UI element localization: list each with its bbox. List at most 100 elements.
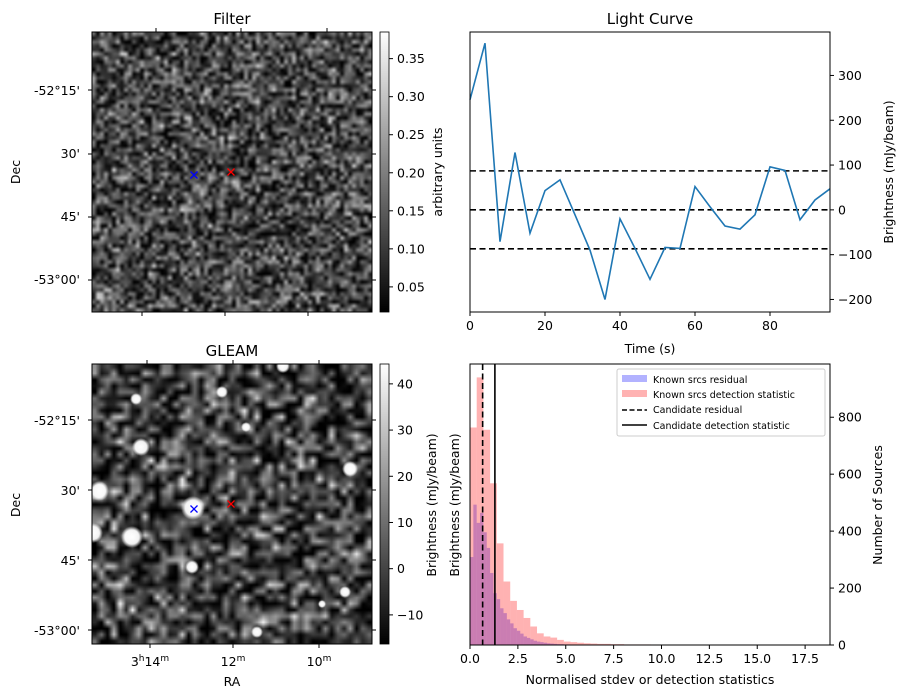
residual-bar [526, 637, 531, 645]
lightcurve-title: Light Curve [607, 10, 693, 28]
y-tick-label: −100 [838, 247, 872, 262]
residual-bar [490, 572, 494, 645]
gleam-frame [91, 363, 373, 645]
residual-bar [476, 522, 481, 645]
lightcurve-xlabel: Time (s) [624, 341, 676, 356]
ra-tick-part: 10 [307, 654, 323, 669]
gleam-colorbar-label: Brightness (mJy/beam) [424, 433, 439, 576]
residual-bar [523, 636, 527, 645]
y-tick-label: 0 [838, 202, 846, 217]
ra-tick-part: m [160, 654, 169, 664]
legend-patch-residual [622, 375, 647, 382]
x-tick-label: 40 [612, 318, 628, 333]
detection-bar [597, 643, 605, 645]
detection-bar [523, 617, 531, 645]
legend-patch-detection [622, 390, 647, 397]
x-tick-label: 15.0 [743, 651, 771, 666]
filter-dec-tick: 45' [61, 209, 80, 224]
x-tick-label: 12.5 [695, 651, 723, 666]
ra-tick-label: 12m [221, 654, 246, 669]
gleam-red-marker [227, 500, 235, 508]
ra-tick-part: 3 [131, 654, 139, 669]
gleam-ylabel: Dec [8, 493, 23, 517]
residual-bar [553, 643, 558, 645]
gleam-colorbar [380, 364, 389, 644]
gleam-dec-tick: -53°00' [34, 623, 80, 638]
ra-tick-part: m [237, 654, 246, 664]
y-tick-label: −200 [838, 292, 872, 307]
x-tick-label: 0 [466, 318, 474, 333]
detection-bar [490, 483, 497, 645]
y-tick-label: 800 [838, 410, 862, 425]
colorbar-tick-label: 0 [397, 561, 405, 576]
residual-bar [537, 641, 541, 645]
colorbar-tick-label: 0.10 [397, 241, 425, 256]
detection-bar [577, 642, 584, 645]
detection-bar [503, 581, 511, 645]
x-tick-label: 10.0 [648, 651, 676, 666]
colorbar-tick-label: 40 [397, 376, 413, 391]
residual-bar [473, 504, 477, 645]
filter-red-marker [227, 168, 235, 176]
x-tick-label: 17.5 [791, 651, 819, 666]
y-tick-label: 100 [838, 158, 862, 173]
gleam-xlabel: RA [224, 674, 241, 689]
residual-bar [503, 613, 507, 645]
residual-bar [480, 512, 484, 645]
colorbar-tick-label: 30 [397, 423, 413, 438]
histogram-frame [469, 363, 831, 646]
residual-bar [550, 643, 554, 645]
y-tick-label: 600 [838, 467, 862, 482]
gleam-dec-tick: 30' [61, 483, 80, 498]
residual-bar [533, 640, 538, 645]
x-tick-label: 2.5 [508, 651, 528, 666]
residual-bar [510, 623, 514, 645]
detection-bar [604, 643, 611, 645]
residual-bar [516, 630, 521, 645]
legend-box [616, 368, 826, 437]
x-tick-label: 0.0 [460, 651, 480, 666]
ra-tick-part: h [139, 654, 145, 664]
x-tick-label: 60 [687, 318, 703, 333]
residual-bar [543, 642, 548, 645]
legend-label: Candidate detection statistic [653, 421, 790, 432]
detection-bar [537, 633, 544, 645]
legend-label: Known srcs detection statistic [653, 390, 795, 401]
residual-bar [500, 608, 504, 645]
colorbar-tick-label: 0.25 [397, 127, 425, 142]
legend-label: Known srcs residual [653, 375, 747, 386]
colorbar-tick-label: 0.20 [397, 165, 425, 180]
detection-bar [516, 609, 524, 645]
filter-colorbar-label: arbitrary units [430, 127, 445, 216]
filter-dec-tick: -52°15' [34, 83, 80, 98]
gleam-title: GLEAM [206, 342, 259, 360]
colorbar-tick-label: 0.35 [397, 51, 425, 66]
ra-tick-part: 14 [144, 654, 160, 669]
colorbar-tick-label: 20 [397, 469, 413, 484]
filter-colorbar-frame [379, 31, 390, 313]
histogram-ylabel-right: Number of Sources [870, 445, 885, 565]
detection-bar [530, 626, 538, 645]
ra-tick-label: 3h14m [131, 654, 169, 669]
filter-frame [91, 31, 373, 313]
histogram-ylabel-left: Brightness (mJy/beam) [447, 433, 462, 576]
residual-bar [547, 643, 551, 645]
gleam-dec-tick: 45' [61, 553, 80, 568]
colorbar-tick-label: 10 [397, 515, 413, 530]
lightcurve-frame [469, 31, 831, 313]
legend: Known srcs residual Known srcs detection… [616, 368, 826, 437]
legend-label: Candidate residual [653, 405, 742, 416]
colorbar-tick-label: 0.15 [397, 203, 425, 218]
histogram-xlabel: Normalised stdev or detection statistics [526, 672, 775, 687]
gleam-blue-marker [190, 505, 198, 513]
y-tick-label: 0 [838, 638, 846, 653]
x-tick-label: 5.0 [556, 651, 576, 666]
detection-bar [557, 639, 564, 645]
colorbar-tick-label: 0.30 [397, 89, 425, 104]
x-tick-label: 7.5 [604, 651, 624, 666]
detection-bar [550, 637, 558, 645]
y-tick-label: 300 [838, 68, 862, 83]
colorbar-tick-label: −10 [397, 607, 423, 622]
filter-dec-tick: -53°00' [34, 272, 80, 287]
